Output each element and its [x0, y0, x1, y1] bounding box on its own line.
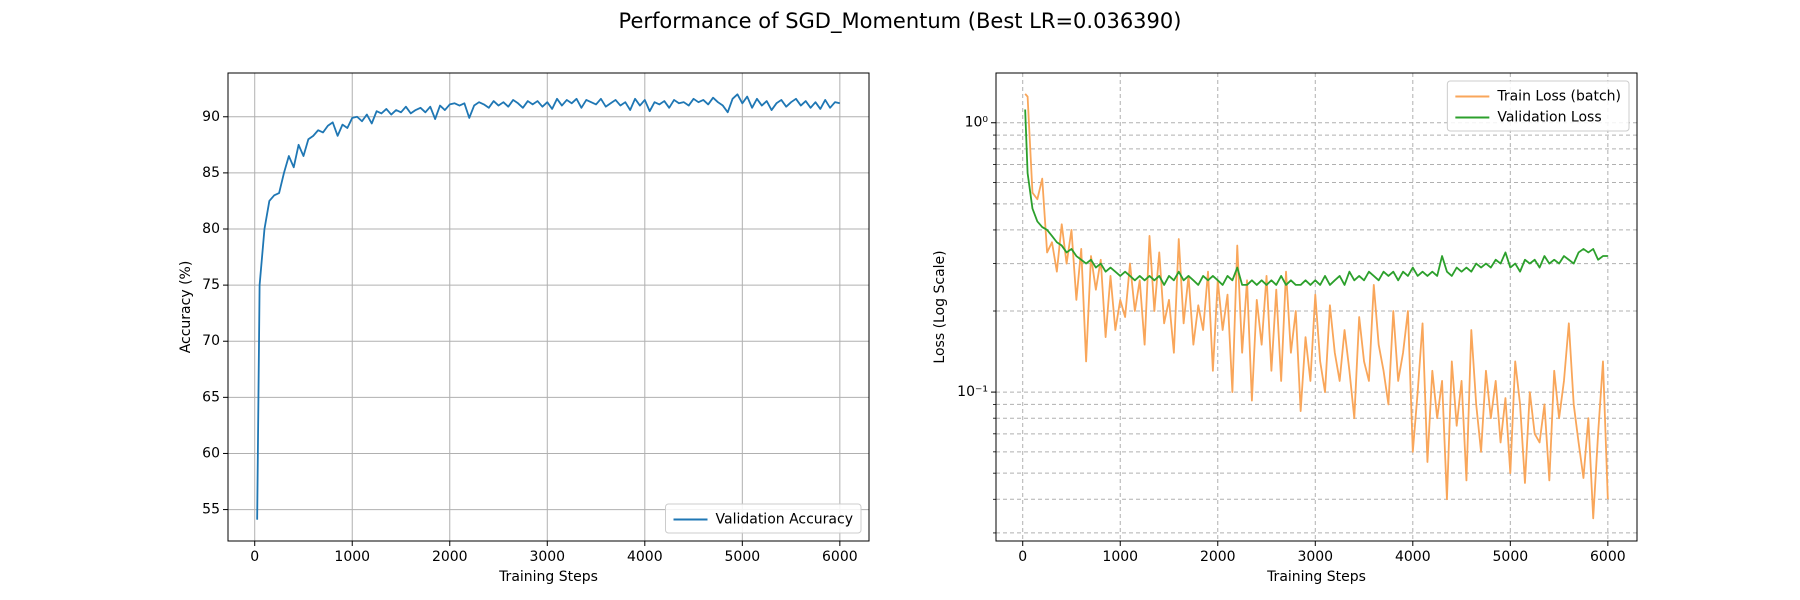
figure-title: Performance of SGD_Momentum (Best LR=0.0…: [619, 9, 1182, 34]
x-tick-label: 1000: [334, 549, 370, 565]
x-tick-label: 5000: [1493, 549, 1529, 565]
x-axis-label: Training Steps: [1266, 569, 1366, 585]
plot: 0 1000 2000 3000 4000 5000 6000 10⁻¹ 10⁰ Training…: [932, 72, 1638, 585]
plot: 0 1000 2000 3000 4000 5000 6000 55 60 65 70 75 80 85 9…: [178, 72, 870, 585]
legend-label: Validation Accuracy: [716, 512, 854, 528]
x-tick-label: 0: [250, 549, 259, 565]
x-axis-label: Training Steps: [498, 569, 598, 585]
y-axis-label: Accuracy (%): [178, 261, 194, 354]
y-tick-label: 55: [202, 502, 220, 518]
y-tick-label: 85: [202, 165, 220, 181]
x-tick-label: 6000: [822, 549, 858, 565]
x-tick-label: 0: [1018, 549, 1027, 565]
y-tick-label: 70: [202, 333, 220, 349]
series-line: [256, 93, 841, 520]
x-tick-label: 4000: [1395, 549, 1431, 565]
axes-frame: [995, 72, 1638, 542]
legend: Validation Accuracy: [665, 503, 862, 534]
legend-label: Train Loss (batch): [1496, 89, 1621, 105]
y-axis-label: Loss (Log Scale): [932, 250, 948, 363]
legend-label: Validation Loss: [1497, 110, 1601, 126]
y-tick-label: 80: [202, 221, 220, 237]
series-line: [1024, 109, 1608, 286]
y-tick-label: 75: [202, 277, 220, 293]
x-tick-label: 3000: [529, 549, 565, 565]
legend: Train Loss (batch) Validation Loss: [1446, 80, 1630, 132]
x-tick-label: 2000: [432, 549, 468, 565]
legend-frame: [1446, 80, 1630, 132]
y-tick-label: 90: [202, 109, 220, 125]
x-tick-label: 1000: [1102, 549, 1138, 565]
y-tick-label: 65: [202, 389, 220, 405]
x-tick-label: 4000: [627, 549, 663, 565]
y-tick-label: 10⁻¹: [957, 384, 988, 400]
x-tick-label: 3000: [1297, 549, 1333, 565]
legend-frame: [665, 503, 862, 534]
axes-frame: [227, 72, 870, 542]
y-tick-label: 60: [202, 445, 220, 461]
x-tick-label: 6000: [1590, 549, 1626, 565]
x-tick-label: 5000: [725, 549, 761, 565]
series-line: [1024, 93, 1609, 520]
x-tick-label: 2000: [1200, 549, 1236, 565]
y-tick-label: 10⁰: [965, 115, 989, 131]
